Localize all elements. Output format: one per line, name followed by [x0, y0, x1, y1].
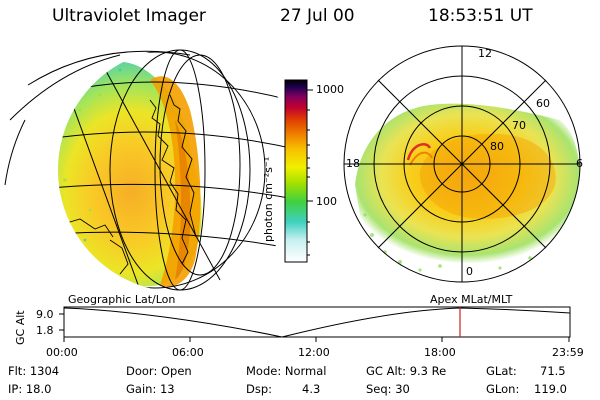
altitude-xtick-0600: 06:00 — [172, 346, 204, 359]
glat-label: GLat: — [486, 364, 517, 378]
altitude-ytick-high: 9.0 — [36, 308, 54, 321]
colorbar — [284, 79, 313, 263]
image-parameter: IP: 18.0 — [8, 382, 52, 396]
geographic-projection-label: Geographic Lat/Lon — [68, 293, 176, 306]
mode-value: Mode: Normal — [246, 364, 327, 378]
date-label: 27 Jul 00 — [280, 6, 355, 26]
instrument-title: Ultraviolet Imager — [52, 6, 206, 26]
door-status: Door: Open — [126, 364, 192, 378]
mlt-label-6: 6 — [576, 157, 583, 170]
altitude-xtick-1200: 12:00 — [298, 346, 330, 359]
glat-value: 71.5 — [540, 364, 566, 378]
apex-projection-label: Apex MLat/MLT — [430, 293, 513, 306]
altitude-ylabel: GC Alt — [14, 310, 27, 345]
gain-value: Gain: 13 — [126, 382, 175, 396]
dsp-value: 4.3 — [302, 382, 321, 396]
gc-altitude: GC Alt: 9.3 Re — [366, 364, 447, 378]
colorbar-tick-1000: 1000 — [316, 83, 344, 96]
dsp-label: Dsp: — [246, 382, 273, 396]
mlt-label-0: 0 — [466, 265, 473, 278]
glon-value: 119.0 — [534, 382, 567, 396]
altitude-plot — [59, 306, 571, 342]
mlt-label-18: 18 — [346, 157, 360, 170]
flight-number: Flt: 1304 — [8, 364, 60, 378]
polar-plot — [343, 45, 581, 283]
altitude-xtick-1800: 18:00 — [424, 346, 456, 359]
lat-label-70: 70 — [512, 119, 526, 132]
altitude-xtick-2359: 23:59 — [552, 346, 584, 359]
altitude-xtick-0000: 00:00 — [46, 346, 78, 359]
lat-label-60: 60 — [536, 97, 550, 110]
altitude-ytick-low: 1.8 — [36, 324, 54, 337]
sequence-number: Seq: 30 — [366, 382, 410, 396]
colorbar-tick-100: 100 — [316, 195, 337, 208]
colorbar-unit-label: photon cm⁻²s⁻¹ — [262, 156, 275, 242]
glon-label: GLon: — [486, 382, 520, 396]
mlt-label-12: 12 — [478, 47, 492, 60]
lat-label-80: 80 — [490, 140, 504, 153]
geographic-image — [4, 49, 301, 291]
time-label: 18:53:51 UT — [428, 6, 533, 26]
